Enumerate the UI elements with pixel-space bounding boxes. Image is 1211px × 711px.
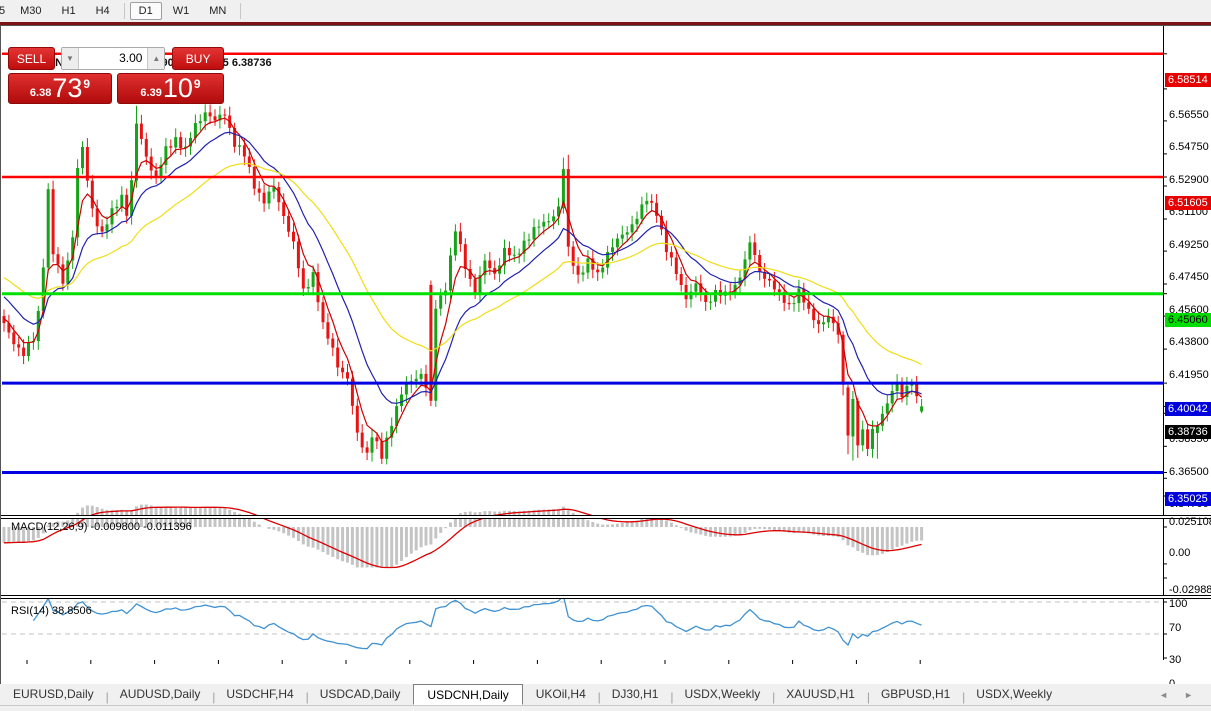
tab-separator: |	[670, 690, 674, 704]
timeframe-toolbar: 5 M30 H1 H4 D1 W1 MN	[0, 0, 1211, 22]
chart-tab-usdchf-h4[interactable]: USDCHF,H4 |	[213, 684, 309, 705]
timeframe-button-h4[interactable]: H4	[95, 5, 110, 17]
tab-separator: |	[866, 690, 870, 704]
price-badge: 6.35025	[1165, 491, 1211, 506]
price-badge: 6.45060	[1165, 312, 1211, 327]
rsi-axis-label: 70	[1169, 622, 1182, 634]
chart-tab-usdx-weekly[interactable]: USDX,Weekly |	[671, 684, 776, 705]
sell-price-sup: 9	[83, 77, 91, 91]
sell-button[interactable]: SELL	[8, 47, 56, 70]
chart-tab-dj30-h1[interactable]: DJ30,H1 |	[599, 684, 674, 705]
panel-splitter-macd[interactable]	[1, 515, 1211, 519]
price-axis-label: 6.41950	[1169, 369, 1209, 382]
price-badge: 6.58514	[1165, 72, 1211, 87]
tab-separator: |	[597, 690, 601, 704]
timeframe-button-mn[interactable]: MN	[209, 5, 227, 17]
chart-tab-bar: EURUSD,Daily | AUDUSD,Daily | USDCHF,H4 | USDC…	[0, 684, 1211, 706]
price-axis-label: 6.36500	[1169, 466, 1209, 479]
volume-input[interactable]: 3.00	[78, 48, 148, 69]
chart-tab-audusd-daily[interactable]: AUDUSD,Daily |	[107, 684, 216, 705]
macd-axis-label: 0.025108	[1169, 516, 1211, 528]
panel-splitter-rsi[interactable]	[1, 595, 1211, 599]
price-badge: 6.51605	[1165, 196, 1211, 210]
price-badge: 6.38736	[1165, 425, 1211, 440]
macd-indicator-label: MACD(12,26,9) -0.009800 -0.011396	[11, 521, 192, 533]
price-axis-label: 6.47450	[1169, 271, 1209, 284]
buy-button[interactable]: BUY	[172, 47, 224, 70]
chart-tab-gbpusd-h1[interactable]: GBPUSD,H1 |	[868, 684, 966, 705]
sell-price-big: 73	[52, 73, 83, 103]
rsi-axis-label: 30	[1169, 654, 1182, 666]
tab-separator: |	[212, 690, 216, 704]
volume-decrease-icon[interactable]: ▼	[62, 48, 79, 69]
status-strip	[0, 705, 1211, 711]
buy-price-small: 6.39	[140, 87, 162, 99]
price-badge: 6.40042	[1165, 402, 1211, 417]
chart-window[interactable]: ▲USDCNH,Daily 6.38765 6.39000 6.38375 6.…	[0, 25, 1211, 710]
sell-price-small: 6.38	[29, 87, 52, 99]
chart-tab-usdcnh-daily[interactable]: USDCNH,Daily	[413, 684, 523, 705]
volume-spinner: ▼ 3.00 ▲	[61, 47, 166, 70]
timeframe-button-w1[interactable]: W1	[172, 5, 190, 17]
timeframe-button-m30[interactable]: M30	[20, 5, 42, 17]
timeframe-button-d1[interactable]: D1	[129, 2, 162, 20]
chart-tab-ukoil-h4[interactable]: UKOil,H4 |	[523, 684, 601, 705]
buy-price-big: 10	[162, 73, 193, 103]
price-axis-label: 6.43800	[1169, 336, 1209, 349]
tab-separator: |	[105, 690, 109, 704]
price-axis-label: 6.52900	[1169, 173, 1209, 186]
macd-axis-label: 0.00	[1169, 547, 1191, 559]
tab-scroll-right-icon[interactable]: ►	[1184, 689, 1193, 700]
tab-separator: |	[962, 690, 966, 704]
chart-tab-usdx-weekly[interactable]: USDX,Weekly	[976, 687, 1053, 701]
tab-separator: |	[772, 690, 776, 704]
one-click-trade-panel: SELL ▼ 3.00 ▲ BUY 6.38 73 9 6.39 10 9	[8, 47, 224, 104]
toolbar-separator	[240, 3, 242, 19]
rsi-axis-label: 100	[1169, 598, 1188, 610]
buy-price-sup: 9	[193, 77, 201, 91]
chart-tab-eurusd-daily[interactable]: EURUSD,Daily |	[0, 684, 109, 705]
price-axis-label: 6.54750	[1169, 140, 1209, 153]
price-axis-label: 6.49250	[1169, 239, 1209, 251]
timeframe-button-h1[interactable]: H1	[61, 5, 76, 17]
price-axis-label: 6.56550	[1169, 108, 1209, 121]
tab-scroll-left-icon[interactable]: ◄	[1159, 689, 1169, 700]
timeframe-button-5[interactable]: 5	[0, 5, 6, 17]
volume-increase-icon[interactable]: ▲	[147, 48, 165, 69]
chart-tab-usdcad-daily[interactable]: USDCAD,Daily	[319, 687, 401, 701]
rsi-indicator-label: RSI(14) 38.8506	[11, 605, 92, 617]
buy-price-quote[interactable]: 6.39 10 9	[117, 73, 224, 104]
sell-price-quote[interactable]: 6.38 73 9	[8, 73, 112, 104]
toolbar-separator	[123, 3, 125, 19]
tab-separator: |	[305, 690, 309, 704]
window-accent-strip	[0, 22, 1211, 25]
chart-tab-xauusd-h1[interactable]: XAUUSD,H1 |	[773, 684, 870, 705]
